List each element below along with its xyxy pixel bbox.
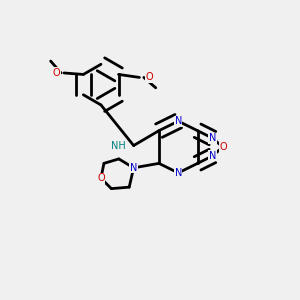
Text: N: N xyxy=(175,168,182,178)
Text: N: N xyxy=(130,163,137,173)
Text: O: O xyxy=(97,173,105,183)
Text: O: O xyxy=(53,68,60,78)
Text: O: O xyxy=(146,72,154,82)
Text: N: N xyxy=(209,151,216,161)
Text: N: N xyxy=(209,133,216,143)
Text: NH: NH xyxy=(112,140,126,151)
Text: O: O xyxy=(219,142,226,152)
Text: N: N xyxy=(175,116,182,126)
